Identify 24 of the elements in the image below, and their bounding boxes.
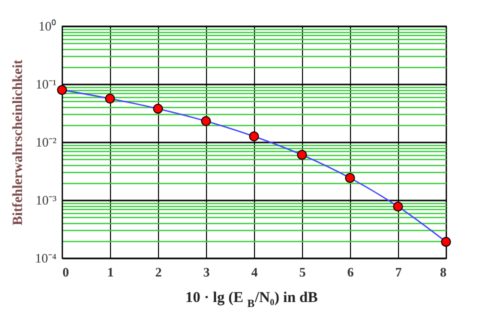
y-tick-label: 10⁰ (38, 18, 56, 34)
x-tick-label: 8 (440, 264, 447, 280)
y-axis-title: Bitfehlerwahrscheinlichkeit (10, 59, 26, 226)
y-tick-label: 10⁻⁴ (34, 250, 57, 266)
x-tick-label: 7 (395, 264, 402, 280)
y-tick-label: 10⁻¹ (36, 76, 57, 92)
point (249, 131, 259, 142)
point (201, 116, 211, 126)
x-tick-label: 6 (347, 264, 354, 280)
x-tick-label: 4 (251, 264, 258, 280)
point (105, 94, 115, 104)
y-tick-label: 10⁻³ (36, 192, 57, 208)
y-tick-label: 10⁻² (36, 134, 57, 150)
point (393, 202, 403, 212)
x-tick-label: 3 (203, 264, 210, 280)
x-tick-label: 1 (107, 264, 114, 280)
x-tick-label: 2 (155, 264, 162, 280)
point (153, 104, 163, 114)
x-tick-label: 5 (299, 264, 306, 280)
x-tick-label: 0 (62, 264, 69, 280)
point (57, 84, 67, 95)
point (297, 150, 307, 160)
point (441, 236, 451, 247)
point (345, 172, 355, 183)
